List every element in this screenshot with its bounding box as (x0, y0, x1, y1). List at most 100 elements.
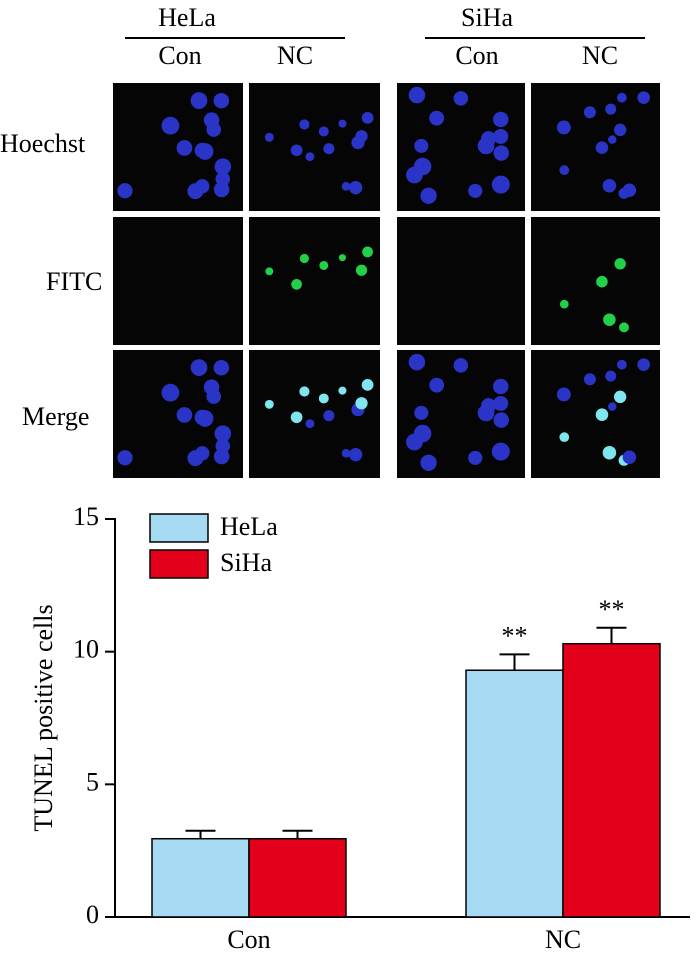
nucleus (429, 110, 445, 126)
tunel-signal (299, 253, 309, 264)
legend-label: SiHa (220, 548, 272, 577)
merged-cell (318, 393, 329, 404)
merged-cell (616, 359, 627, 370)
row-label: Merge (22, 402, 89, 431)
nucleus (613, 123, 627, 137)
condition-label: Con (158, 41, 201, 70)
merged-cell (176, 407, 193, 423)
micrograph (531, 83, 660, 211)
y-tick-label: 15 (73, 502, 99, 531)
micrograph (249, 217, 380, 345)
micrograph (531, 217, 660, 345)
merged-cell (299, 386, 310, 397)
merged-cell (420, 454, 437, 471)
nucleus (338, 119, 347, 128)
bar (562, 642, 661, 918)
condition-label: NC (582, 41, 618, 70)
nucleus (161, 116, 180, 135)
merged-cell (408, 353, 426, 371)
merged-cell (595, 408, 609, 421)
tunel-signal (614, 258, 626, 270)
bar (465, 669, 564, 918)
significance-label: ** (599, 595, 625, 624)
nucleus (468, 183, 483, 198)
merged-cell (361, 378, 374, 391)
y-tick-label: 0 (86, 900, 99, 929)
nucleus (176, 140, 193, 156)
merged-cell (602, 445, 617, 460)
nucleus (341, 181, 351, 191)
nucleus (491, 175, 510, 194)
bar (248, 837, 347, 918)
condition-label: Con (455, 41, 498, 70)
merged-cell (493, 412, 509, 428)
nucleus (196, 143, 214, 160)
merged-cell (493, 395, 509, 411)
merged-cell (355, 397, 368, 410)
nucleus (605, 103, 617, 115)
merged-cell (453, 358, 469, 373)
nucleus (493, 145, 509, 161)
merged-cell (559, 432, 570, 443)
nucleus (595, 141, 609, 154)
nucleus (348, 180, 363, 195)
nucleus (290, 144, 303, 157)
merged-cell (468, 450, 483, 465)
nucleus (492, 111, 509, 128)
tunel-signal (319, 260, 329, 270)
nucleus (622, 183, 637, 197)
group-label: SiHa (461, 3, 513, 32)
nucleus (213, 92, 230, 109)
micrograph (397, 217, 525, 345)
nucleus (420, 187, 437, 204)
nucleus (637, 91, 650, 104)
merged-cell (213, 448, 230, 465)
merged-cell (492, 378, 509, 395)
microscopy-panels (113, 83, 660, 478)
legend-label: HeLa (220, 512, 278, 541)
condition-label: NC (277, 41, 313, 70)
bar (151, 837, 250, 918)
significance-label: ** (502, 621, 528, 650)
tunel-signal (596, 275, 608, 288)
nucleus (583, 106, 596, 119)
tunel-signal (619, 322, 629, 333)
merged-cell (583, 373, 596, 386)
nucleus (355, 130, 368, 143)
merged-cell (206, 389, 222, 404)
merged-cell (338, 386, 347, 395)
merged-cell (414, 405, 429, 420)
merged-cell (556, 387, 571, 402)
nucleus (117, 183, 133, 199)
nucleus (608, 135, 617, 144)
merged-cell (290, 411, 303, 424)
nucleus (361, 111, 374, 124)
nucleus (190, 92, 208, 109)
nucleus (299, 119, 310, 130)
merged-cell (481, 398, 497, 414)
merged-cell (605, 370, 617, 382)
nucleus (481, 131, 497, 147)
nucleus (602, 178, 617, 193)
tunel-signal (291, 278, 302, 290)
legend-swatch (149, 549, 209, 579)
micrograph (531, 350, 660, 478)
merged-cell (161, 383, 180, 402)
nucleus (413, 157, 432, 176)
merged-cell (341, 448, 351, 458)
group-label: HeLa (158, 3, 216, 32)
nucleus (414, 138, 429, 153)
nucleus (408, 86, 426, 104)
tunel-signal (265, 267, 274, 276)
merged-cell (187, 450, 204, 467)
tunel-signal (559, 299, 569, 309)
nucleus (206, 122, 222, 137)
merged-cell (613, 390, 627, 404)
nucleus (323, 143, 335, 155)
merged-cell (190, 359, 208, 376)
merged-cell (608, 402, 617, 411)
y-tick-label: 5 (86, 767, 99, 796)
nucleus (305, 152, 315, 162)
row-label: FITC (46, 267, 102, 296)
